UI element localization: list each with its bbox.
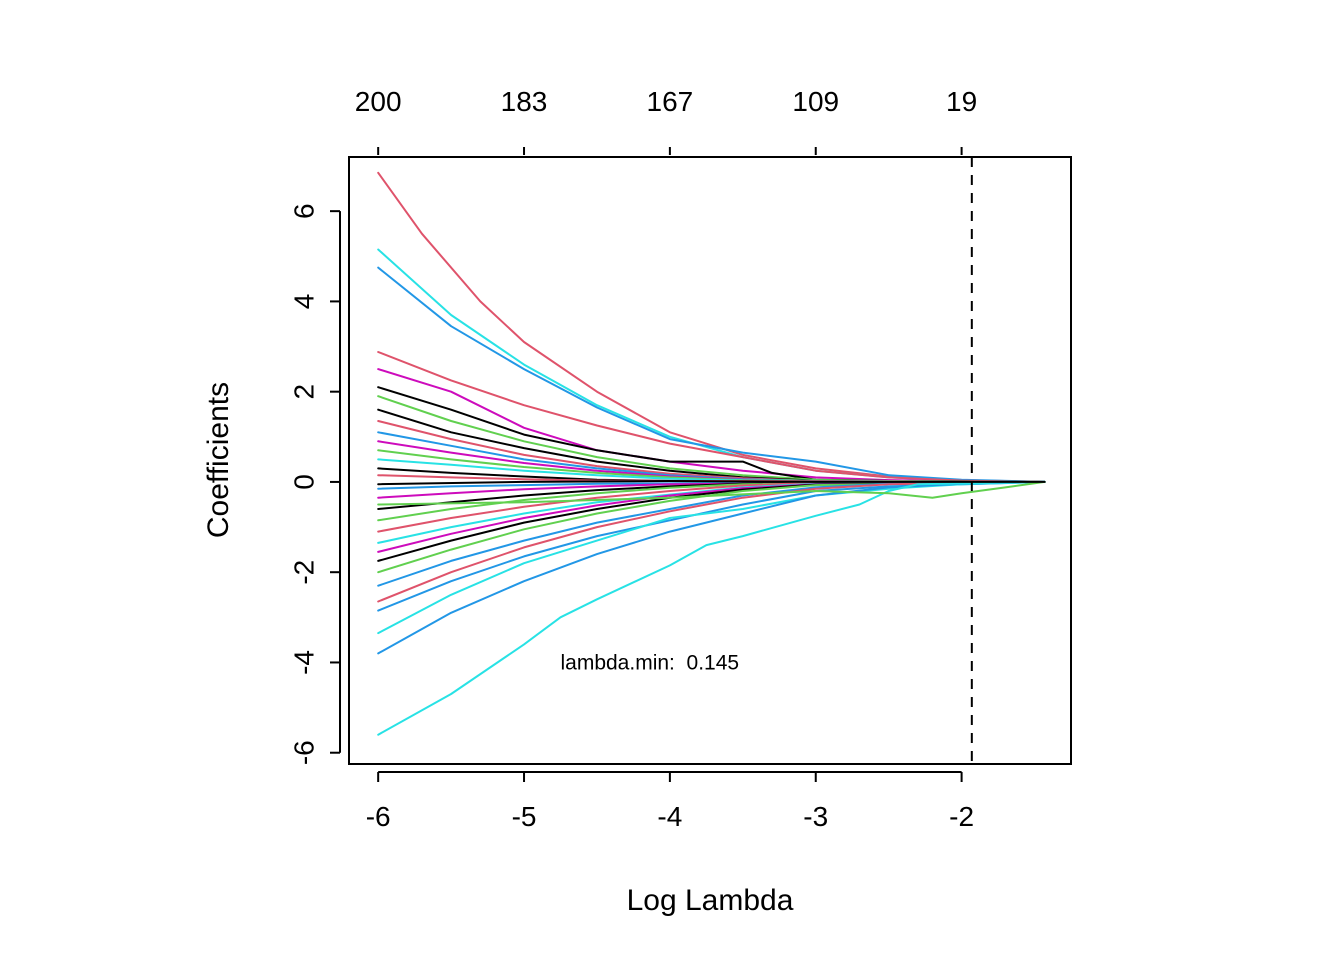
coefficient-path-27 (377, 480, 1046, 612)
coefficient-path-26 (377, 480, 1046, 603)
lambda-min-annotation: lambda.min: 0.145 (560, 651, 739, 674)
y-tick-label: -2 (289, 560, 320, 585)
top-axis-df-counts: 200 183 167 109 19 (355, 86, 977, 155)
x-axis-title: Log Lambda (627, 884, 794, 917)
y-axis: -6 -4 -2 0 2 4 6 (289, 203, 341, 765)
x-tick-label: -4 (657, 801, 682, 832)
series-layer (377, 171, 1046, 736)
coefficient-path-29 (377, 480, 1046, 655)
coefficient-path-24 (377, 480, 1046, 574)
top-tick-label: 183 (501, 86, 548, 117)
top-tick-label: 19 (946, 86, 977, 117)
y-tick-label: 4 (289, 294, 320, 310)
coefficient-path-4 (377, 351, 1046, 483)
y-tick-label: -6 (289, 740, 320, 765)
coefficient-path-28 (377, 480, 1046, 635)
y-tick-label: 0 (289, 474, 320, 490)
top-tick-label: 167 (647, 86, 694, 117)
top-tick-label: 109 (792, 86, 839, 117)
y-tick-label: 6 (289, 203, 320, 219)
x-axis: -6 -5 -4 -3 -2 (366, 771, 974, 832)
x-tick-label: -5 (512, 801, 537, 832)
x-tick-label: -6 (366, 801, 391, 832)
x-tick-label: -2 (949, 801, 974, 832)
coefficient-path-3 (377, 266, 1046, 483)
coefficient-path-5 (377, 368, 1046, 483)
plot-frame (348, 156, 1072, 765)
coefficient-path-30 (377, 480, 1046, 736)
coefficient-path-1 (377, 171, 1046, 483)
top-tick-label: 200 (355, 86, 402, 117)
coefficient-path-19 (377, 480, 1046, 522)
coefficient-path-31 (377, 480, 1046, 506)
y-axis-title: Coefficients (202, 382, 235, 538)
y-tick-label: 2 (289, 384, 320, 400)
coefficient-path-20 (377, 480, 1046, 533)
x-tick-label: -3 (803, 801, 828, 832)
coefficient-path-32 (377, 480, 1046, 486)
y-tick-label: -4 (289, 650, 320, 675)
